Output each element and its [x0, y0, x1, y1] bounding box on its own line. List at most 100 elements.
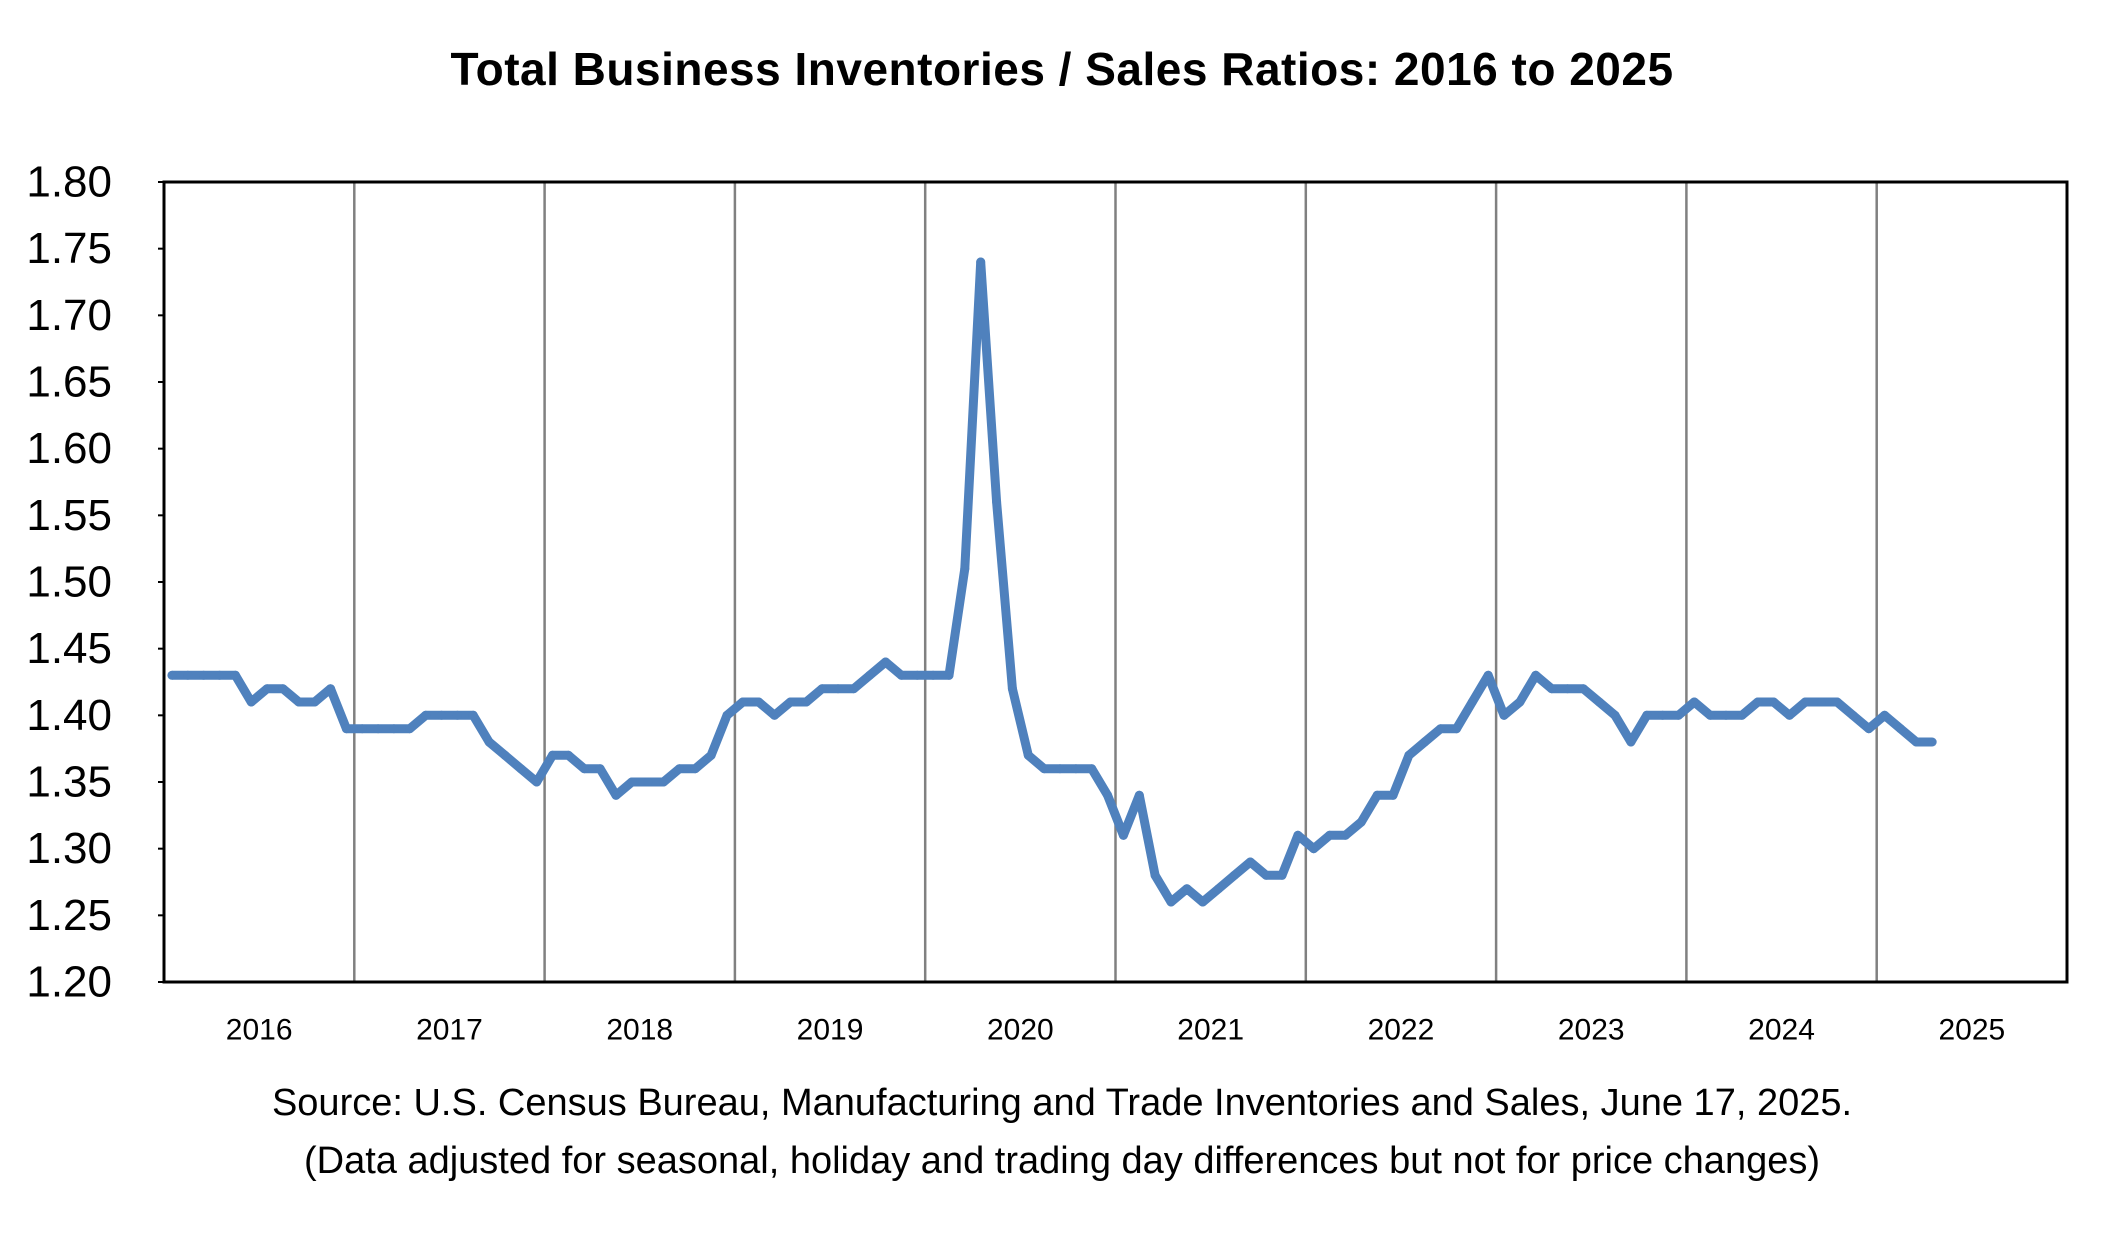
data-point	[1832, 697, 1842, 707]
data-point	[437, 710, 446, 720]
x-tick-label: 2024	[1748, 1014, 1815, 1047]
data-point	[643, 777, 653, 787]
data-point	[389, 724, 399, 734]
data-point	[246, 697, 256, 707]
data-point	[1467, 697, 1477, 707]
data-point	[199, 670, 209, 680]
data-point	[1007, 684, 1017, 694]
data-point	[1229, 870, 1239, 880]
y-tick-label: 1.65	[26, 358, 112, 407]
data-point	[294, 697, 304, 707]
data-point	[1356, 817, 1366, 827]
data-point	[928, 670, 938, 680]
data-point	[1118, 830, 1128, 840]
data-point	[1927, 737, 1937, 747]
data-point	[452, 710, 462, 720]
data-point	[1626, 737, 1636, 747]
data-point	[1499, 710, 1509, 720]
x-tick-label: 2019	[797, 1014, 864, 1047]
data-point	[817, 684, 827, 694]
data-point	[1134, 790, 1144, 800]
x-tick-label: 2017	[416, 1014, 483, 1047]
data-point	[1578, 684, 1588, 694]
data-point	[1325, 830, 1335, 840]
y-tick-label: 1.40	[26, 691, 112, 740]
data-point	[865, 670, 875, 680]
data-point	[674, 764, 684, 774]
data-point	[1166, 897, 1176, 907]
data-point	[722, 710, 732, 720]
data-point	[754, 697, 764, 707]
data-point	[1372, 790, 1382, 800]
y-axis: 1.20 1.25 1.30 1.35 1.40 1.45 1.50 1.55 1.60 1.65…	[26, 158, 164, 1007]
data-point	[706, 750, 716, 760]
data-point	[1689, 697, 1699, 707]
data-point	[1261, 870, 1271, 880]
data-point	[944, 670, 954, 680]
data-point	[421, 710, 431, 720]
data-point	[1103, 790, 1113, 800]
data-point	[738, 697, 748, 707]
data-point	[1563, 684, 1572, 694]
data-point	[896, 670, 906, 680]
data-point	[770, 710, 779, 720]
x-tick-label: 2016	[226, 1014, 293, 1047]
x-tick-label: 2023	[1558, 1014, 1625, 1047]
data-point	[1658, 710, 1668, 720]
data-point	[1055, 764, 1065, 774]
data-point	[849, 684, 859, 694]
year-grid-lines	[353, 182, 1878, 982]
data-point	[1896, 724, 1905, 734]
data-point	[1642, 710, 1652, 720]
data-point	[1452, 724, 1461, 734]
y-tick-label: 1.30	[26, 824, 112, 873]
data-point	[960, 564, 970, 574]
x-tick-label: 2022	[1368, 1014, 1435, 1047]
data-point	[183, 670, 193, 680]
data-point	[215, 670, 224, 680]
y-tick-label: 1.60	[26, 424, 112, 473]
data-point	[310, 697, 320, 707]
data-point	[833, 684, 843, 694]
data-point	[1547, 684, 1557, 694]
data-point	[595, 764, 605, 774]
data-point	[1150, 870, 1160, 880]
data-point	[1816, 697, 1826, 707]
data-point	[1864, 724, 1874, 734]
y-tick-label: 1.80	[26, 158, 112, 207]
data-point	[1753, 697, 1763, 707]
data-point	[373, 724, 383, 734]
data-point	[1737, 710, 1747, 720]
data-point	[1293, 830, 1303, 840]
data-point	[1404, 750, 1414, 760]
data-point	[1071, 764, 1081, 774]
y-tick-label: 1.50	[26, 558, 112, 607]
data-point	[1483, 670, 1493, 680]
data-point	[500, 750, 510, 760]
data-point	[1594, 697, 1604, 707]
data-point	[785, 697, 795, 707]
data-point	[1388, 790, 1398, 800]
series-layer	[167, 257, 1937, 907]
x-tick-label: 2021	[1177, 1014, 1244, 1047]
x-axis: 2016 2017 2018 2019 2020 2021 2022 2023 2024 2025	[226, 1014, 2005, 1047]
y-tick-label: 1.45	[26, 624, 112, 673]
data-point	[1182, 884, 1192, 894]
data-point	[1610, 710, 1620, 720]
data-point	[1277, 870, 1287, 880]
data-point	[1911, 737, 1921, 747]
data-point	[230, 670, 240, 680]
data-point	[1880, 710, 1890, 720]
data-point	[881, 657, 891, 667]
y-tick-label: 1.75	[26, 224, 112, 273]
data-point	[516, 764, 526, 774]
data-point	[262, 684, 272, 694]
data-point	[468, 710, 478, 720]
data-point	[1198, 897, 1208, 907]
data-point	[1214, 884, 1224, 894]
y-tick-label: 1.20	[26, 958, 112, 1007]
data-point	[405, 724, 415, 734]
data-point	[548, 750, 557, 760]
data-point	[1245, 857, 1255, 867]
data-point	[1531, 670, 1541, 680]
